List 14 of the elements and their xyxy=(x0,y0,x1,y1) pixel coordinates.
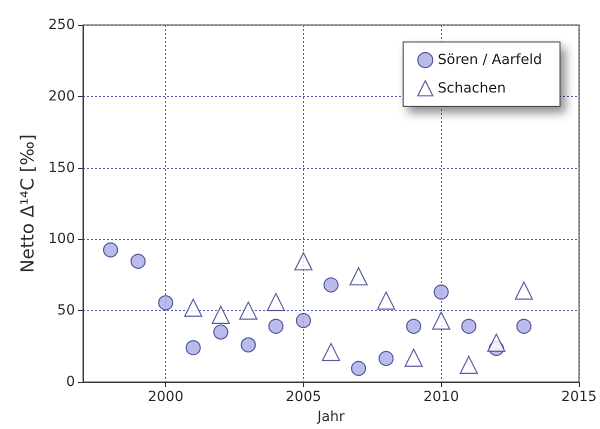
x-tick-label: 2005 xyxy=(286,389,322,405)
x-axis-title: Jahr xyxy=(316,409,345,425)
x-tick-label: 2010 xyxy=(423,389,460,405)
x-tick-label: 2015 xyxy=(561,389,597,405)
y-tick-label: 150 xyxy=(48,160,75,176)
y-tick-label: 100 xyxy=(48,231,75,248)
y-tick-label: 50 xyxy=(57,302,75,319)
y-tick-label: 200 xyxy=(48,88,75,104)
x-tick-label: 2000 xyxy=(148,389,184,405)
legend-label: Sören / Aarfeld xyxy=(438,52,542,68)
legend-label: Schachen xyxy=(438,80,506,96)
y-tick-label: 0 xyxy=(66,374,75,390)
y-axis-title: Netto Δ¹⁴C [‰] xyxy=(18,134,38,273)
y-tick-label: 250 xyxy=(48,17,75,33)
